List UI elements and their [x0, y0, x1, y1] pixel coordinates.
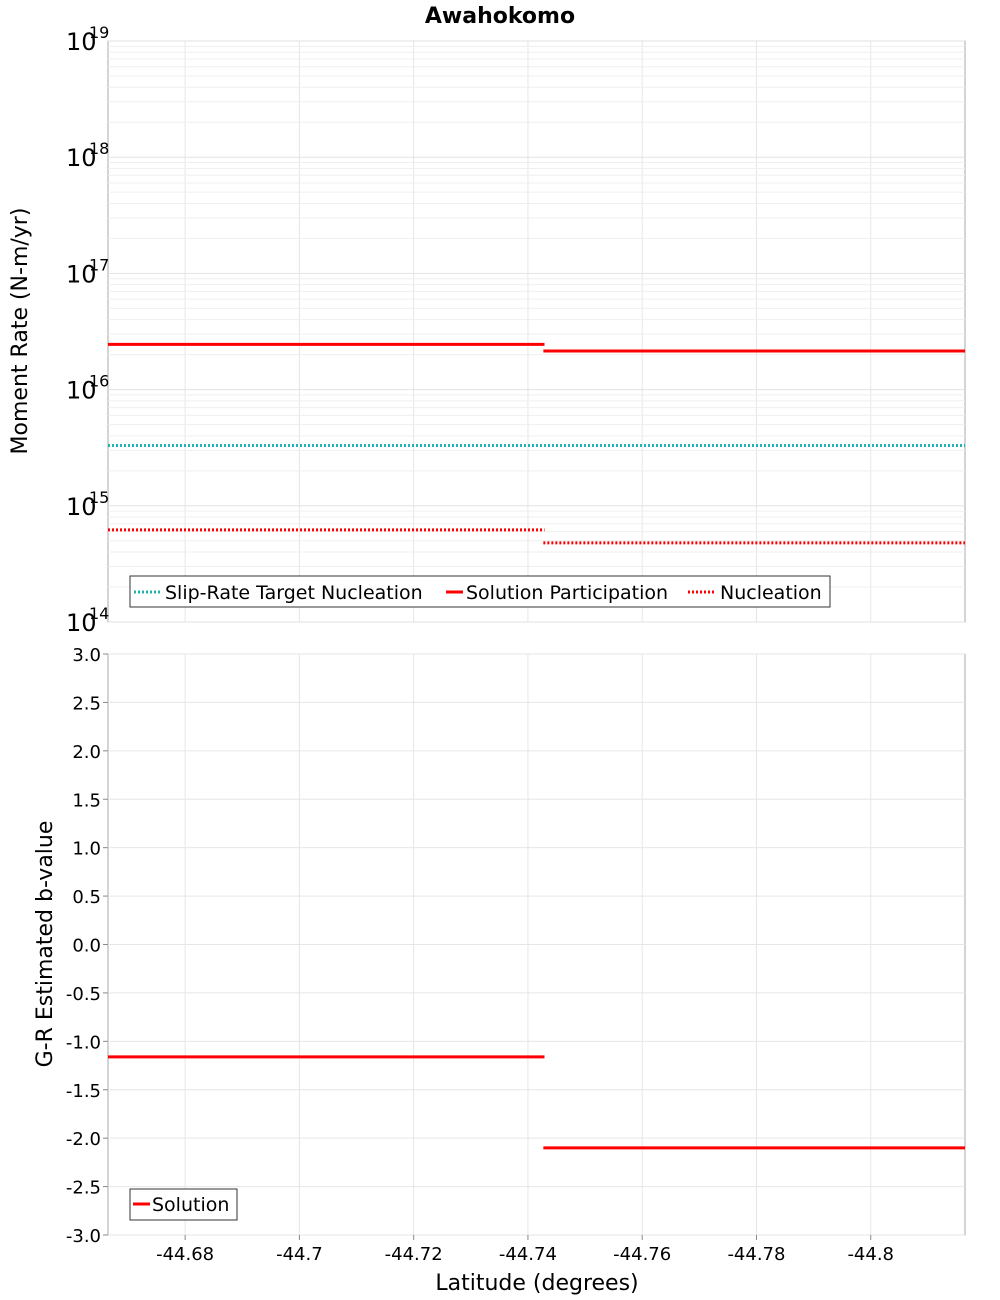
moment-rate-legend: Slip-Rate Target Nucleation Solution Par…	[129, 575, 831, 608]
b-value-y-tick-label: 2.0	[72, 742, 101, 763]
b-value-y-tick-label: -1.5	[66, 1081, 101, 1102]
x-tick-label: -44.8	[847, 1244, 894, 1265]
x-tick-label: -44.74	[499, 1244, 557, 1265]
x-tick-label: -44.72	[385, 1244, 443, 1265]
b-value-y-tick-label: 1.0	[72, 839, 101, 860]
moment-rate-y-axis-label: Moment Rate (N-m/yr)	[8, 208, 33, 455]
b-value-grid	[108, 653, 965, 1236]
moment-rate-y-tick-base: 10	[66, 493, 97, 521]
moment-rate-y-tick-base: 10	[66, 260, 97, 288]
moment-rate-y-tick-base: 10	[66, 377, 97, 405]
b-value-y-axis-label: G-R Estimated b-value	[33, 821, 58, 1068]
b-value-y-tick-label: -0.5	[66, 984, 101, 1005]
x-axis-ticks: -44.68 -44.7 -44.72 -44.74 -44.76 -44.78 -44.8	[156, 1235, 894, 1265]
moment-rate-y-tick-base: 10	[66, 28, 97, 56]
moment-rate-y-tick-exponent: 18	[89, 139, 109, 158]
x-tick-label: -44.68	[156, 1244, 214, 1265]
b-value-panel: 3.0 2.5 2.0 1.5 1.0 0.5 0.0 -0.5 -1.0 -1.5 -2.0 -2.…	[33, 645, 966, 1296]
b-value-y-tick-label: -3.0	[66, 1226, 101, 1247]
moment-rate-grid	[108, 40, 965, 623]
moment-rate-y-tick-exponent: 19	[89, 23, 109, 42]
moment-rate-series	[108, 342, 965, 545]
b-value-y-tick-label: -1.0	[66, 1032, 101, 1053]
moment-rate-y-tick-exponent: 15	[89, 488, 109, 507]
moment-rate-y-tick-base: 10	[66, 144, 97, 172]
moment-rate-y-tick-exponent: 16	[89, 372, 109, 391]
b-value-y-ticks: 3.0 2.5 2.0 1.5 1.0 0.5 0.0 -0.5 -1.0 -1.5 -2.0 -2.…	[66, 645, 108, 1247]
b-value-y-tick-label: -2.5	[66, 1178, 101, 1199]
b-value-y-tick-label: 0.0	[72, 936, 101, 957]
moment-rate-y-tick-exponent: 17	[89, 255, 109, 274]
b-value-y-tick-label: -2.0	[66, 1129, 101, 1150]
b-value-y-tick-label: 0.5	[72, 887, 101, 908]
moment-rate-y-tick-base: 10	[66, 609, 97, 637]
legend-label-slip-rate-target-nucleation: Slip-Rate Target Nucleation	[165, 582, 423, 604]
moment-rate-plot-area	[107, 40, 966, 623]
legend-label-nucleation: Nucleation	[720, 582, 822, 604]
b-value-legend: Solution	[129, 1188, 238, 1221]
b-value-y-tick-label: 2.5	[72, 693, 101, 714]
x-tick-label: -44.78	[727, 1244, 785, 1265]
moment-rate-y-tick-exponent: 14	[89, 604, 109, 623]
b-value-series	[108, 1055, 965, 1150]
b-value-y-tick-label: 3.0	[72, 645, 101, 666]
legend-label-solution-participation: Solution Participation	[466, 582, 668, 604]
x-tick-label: -44.76	[613, 1244, 671, 1265]
x-tick-label: -44.7	[276, 1244, 323, 1265]
legend-label-solution: Solution	[152, 1194, 229, 1216]
b-value-y-tick-label: 1.5	[72, 790, 101, 811]
chart-title: Awahokomo	[425, 4, 575, 29]
x-axis-label: Latitude (degrees)	[435, 1271, 638, 1296]
